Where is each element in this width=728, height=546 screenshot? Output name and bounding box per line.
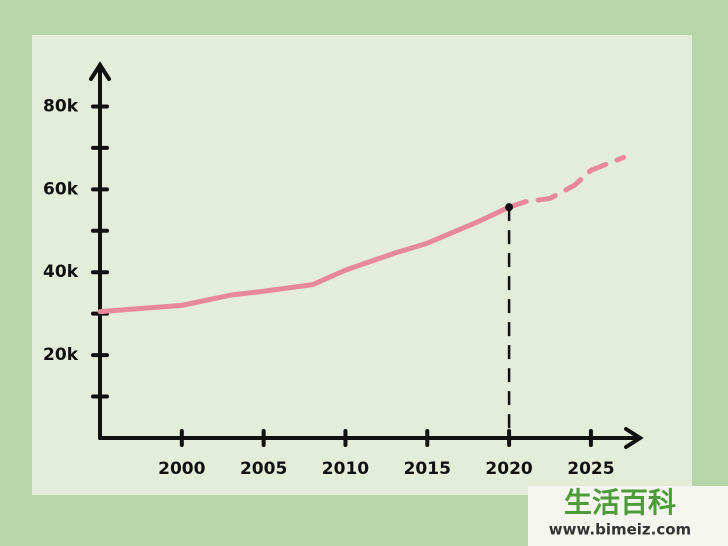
y-tick-label: 40k xyxy=(43,262,79,282)
x-tick-label: 2015 xyxy=(404,459,451,479)
y-tick-label: 80k xyxy=(43,96,79,116)
x-tick-label: 2020 xyxy=(485,459,532,479)
watermark-box xyxy=(528,486,728,546)
x-tick-label: 2000 xyxy=(158,459,205,479)
x-tick-label: 2010 xyxy=(322,459,369,479)
y-axis-arrow xyxy=(89,61,111,81)
x-tick-label: 2025 xyxy=(567,459,614,479)
series-line xyxy=(506,154,627,210)
highlight-point xyxy=(505,203,514,212)
watermark-url: www.bimeiz.com xyxy=(549,521,691,539)
x-axis-arrow xyxy=(624,427,644,449)
watermark-title: 生活百科 xyxy=(564,486,676,519)
plot: 20k 40k 60k 80k 2000 2005 2010 2015 2020 2025 xyxy=(43,61,644,479)
series-line xyxy=(97,204,512,315)
y-tick-label: 20k xyxy=(43,345,79,365)
y-tick-label: 60k xyxy=(43,179,79,199)
x-tick-label: 2005 xyxy=(240,459,287,479)
